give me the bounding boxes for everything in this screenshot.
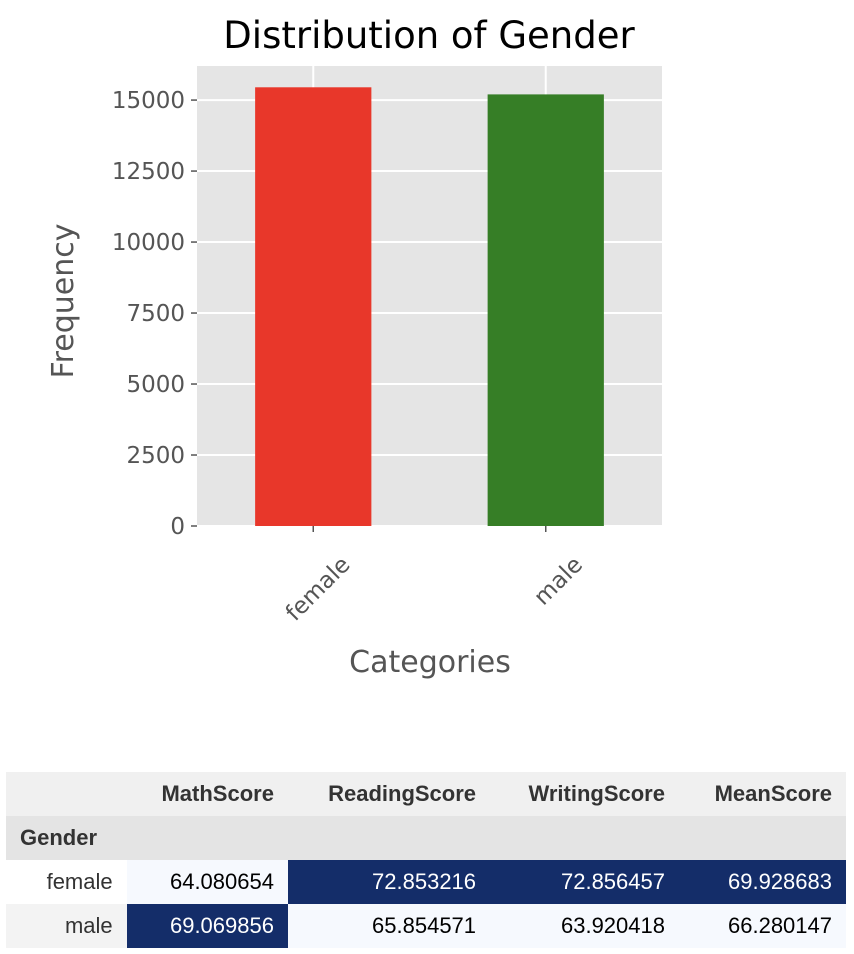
bar-female (255, 87, 372, 526)
table-cell: 64.080654 (126, 860, 288, 904)
scores-table: MathScore ReadingScore WritingScore Mean… (6, 772, 846, 948)
y-tick-label: 10000 (112, 230, 185, 256)
y-axis-label: Frequency (46, 224, 81, 379)
y-tick-label: 12500 (112, 159, 185, 185)
table-cell: 69.928683 (678, 860, 846, 904)
table-corner-cell (6, 772, 127, 816)
y-tick-label: 5000 (126, 372, 185, 398)
bar-chart: Distribution of Gender 0 2500 5000 7500 1000… (46, 14, 662, 680)
bars (255, 87, 604, 526)
table-row: male 69.069856 65.854571 63.920418 66.28… (6, 904, 846, 948)
table-cell: 66.280147 (678, 904, 846, 948)
column-header: WritingScore (490, 772, 679, 816)
x-tick-label: male (529, 552, 588, 611)
chart-title: Distribution of Gender (223, 14, 635, 57)
row-label: female (6, 860, 127, 904)
column-header: MeanScore (678, 772, 846, 816)
table-cell: 69.069856 (126, 904, 288, 948)
table-header-row: MathScore ReadingScore WritingScore Mean… (6, 772, 846, 816)
x-axis-label: Categories (349, 645, 511, 680)
table-cell: 72.856457 (490, 860, 679, 904)
column-header: MathScore (126, 772, 288, 816)
table-cell: 72.853216 (287, 860, 491, 904)
y-axis-ticks: 0 2500 5000 7500 10000 12500 15000 (112, 88, 197, 540)
table-cell: 63.920418 (490, 904, 679, 948)
y-tick-label: 15000 (112, 88, 185, 114)
table-cell: 65.854571 (287, 904, 491, 948)
x-tick-label: female (281, 552, 355, 626)
y-tick-label: 0 (170, 514, 185, 540)
x-axis-ticks: female male (281, 526, 588, 626)
y-tick-label: 7500 (126, 301, 185, 327)
table-index-name-row: Gender (6, 816, 846, 860)
row-label: male (6, 904, 127, 948)
y-tick-label: 2500 (126, 443, 185, 469)
column-header: ReadingScore (287, 772, 491, 816)
table-row: female 64.080654 72.853216 72.856457 69.… (6, 860, 846, 904)
bar-male (487, 94, 604, 526)
index-name: Gender (6, 816, 127, 860)
